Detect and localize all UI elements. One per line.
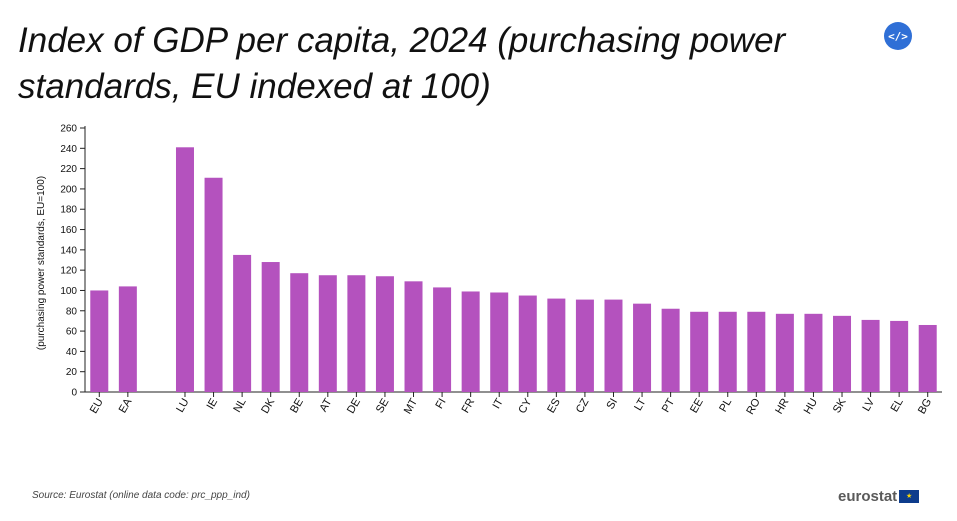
bar-ee <box>690 311 709 392</box>
bar-bg <box>918 324 937 392</box>
y-tick-label: 240 <box>60 144 77 155</box>
y-tick-label: 140 <box>60 245 77 256</box>
x-tick-label: CZ <box>574 396 592 415</box>
x-tick-label: FR <box>460 396 478 415</box>
bar-fr <box>461 291 480 392</box>
bar-se <box>375 276 394 392</box>
x-tick-label: RO <box>744 396 763 417</box>
bar-cy <box>518 295 537 392</box>
y-tick-label: 20 <box>66 367 78 378</box>
bar-lt <box>633 303 652 392</box>
bar-dk <box>261 262 280 392</box>
bar-at <box>318 275 337 392</box>
x-tick-label: ES <box>545 397 563 416</box>
y-tick-label: 40 <box>66 347 78 358</box>
x-tick-label: PT <box>660 396 678 414</box>
eu-flag-icon: ★ <box>899 490 920 503</box>
y-tick-label: 180 <box>60 205 77 216</box>
bar-es <box>547 298 566 392</box>
bar-mt <box>404 281 423 392</box>
x-tick-label: PL <box>717 397 734 415</box>
x-tick-label: DK <box>259 396 277 416</box>
bar-ie <box>204 177 223 392</box>
bar-cz <box>575 299 594 392</box>
logo-text: eurostat <box>838 488 898 505</box>
x-tick-label: FI <box>433 397 448 411</box>
embed-code-button[interactable]: </> <box>884 22 912 50</box>
bar-ro <box>747 311 766 392</box>
bar-de <box>347 275 366 392</box>
y-tick-label: 100 <box>60 286 77 297</box>
y-tick-label: 160 <box>60 225 77 236</box>
y-tick-label: 220 <box>60 164 77 175</box>
bar-hr <box>775 313 794 392</box>
x-tick-label: EA <box>117 396 135 415</box>
y-tick-label: 0 <box>71 388 77 399</box>
x-tick-label: HR <box>773 396 791 416</box>
y-tick-label: 260 <box>60 124 77 135</box>
x-tick-label: BG <box>916 397 934 417</box>
x-tick-label: SE <box>374 397 392 416</box>
source-note: Source: Eurostat (online data code: prc_… <box>32 490 250 501</box>
bar-el <box>890 320 909 392</box>
x-tick-label: IT <box>491 396 506 411</box>
code-icon: </> <box>888 29 908 43</box>
x-tick-label: IE <box>205 397 221 412</box>
bar-lu <box>175 147 194 392</box>
bar-hu <box>804 313 823 392</box>
x-tick-label: DE <box>345 397 363 416</box>
x-tick-label: EL <box>889 397 906 415</box>
bar-ea <box>118 286 137 392</box>
y-tick-label: 120 <box>60 266 77 277</box>
x-tick-label: HU <box>802 396 820 416</box>
bar-it <box>490 292 509 392</box>
bar-pt <box>661 308 680 392</box>
y-tick-label: 200 <box>60 184 77 195</box>
eurostat-logo: eurostat ★ <box>838 488 920 505</box>
bar-lv <box>861 319 880 392</box>
x-tick-label: AT <box>317 396 334 414</box>
bar-sk <box>833 315 852 392</box>
x-tick-label: LV <box>860 396 877 414</box>
x-tick-label: LT <box>632 396 649 413</box>
bar-fi <box>433 287 452 392</box>
x-tick-label: CY <box>516 396 534 416</box>
y-axis-title: (purchasing power standards, EU=100) <box>36 176 47 350</box>
y-tick-label: 80 <box>66 306 78 317</box>
x-tick-label: SK <box>831 396 849 415</box>
x-tick-label: LU <box>174 396 191 414</box>
x-tick-label: NL <box>231 397 248 415</box>
chart-title: Index of GDP per capita, 2024 (purchasin… <box>18 21 786 106</box>
bar-eu <box>90 290 109 392</box>
flag-star: ★ <box>906 493 913 500</box>
bar-pl <box>718 311 737 392</box>
x-tick-label: SI <box>604 397 620 412</box>
x-tick-label: EE <box>688 397 706 416</box>
x-tick-label: EU <box>88 396 106 415</box>
x-tick-label: MT <box>402 396 420 416</box>
bar-si <box>604 299 623 392</box>
bar-be <box>290 273 309 392</box>
y-tick-label: 60 <box>66 327 78 338</box>
x-tick-label: BE <box>288 397 306 416</box>
bar-nl <box>233 254 252 392</box>
